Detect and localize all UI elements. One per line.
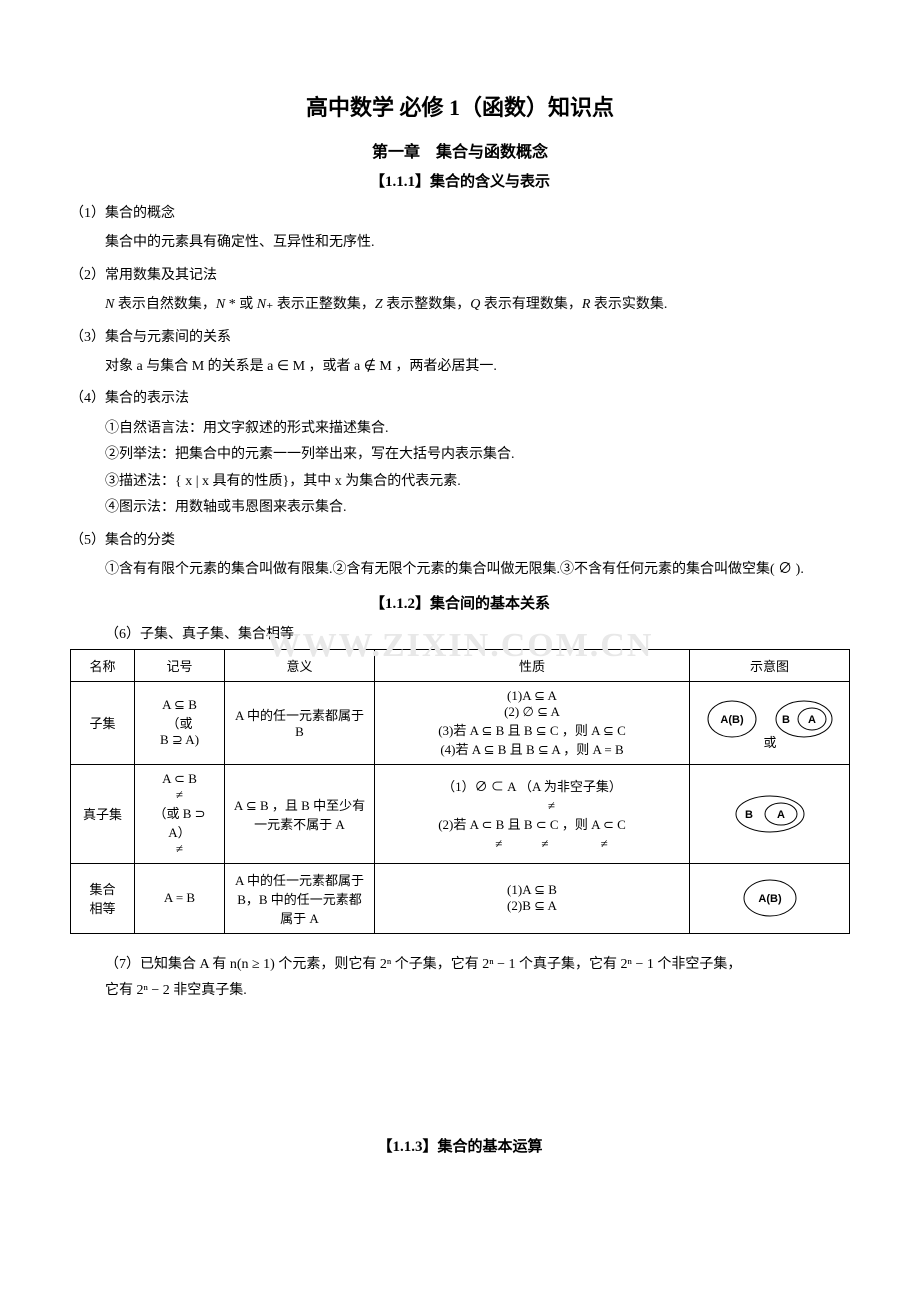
svg-text:B: B <box>782 714 790 726</box>
cell-name: 子集 <box>71 681 135 764</box>
th-meaning: 意义 <box>225 649 375 681</box>
sym-N1: N <box>105 297 114 312</box>
svg-text:B: B <box>745 809 753 821</box>
section-1-1-3: 【1.1.3】集合的基本运算 <box>70 1135 850 1156</box>
cell-props: (1)A ⊆ A(2) ∅ ⊆ A(3)若 A ⊆ B 且 B ⊆ C ，则 A… <box>375 681 690 764</box>
th-symbol: 记号 <box>135 649 225 681</box>
point-4-1: ①自然语言法：用文字叙述的形式来描述集合. <box>105 416 850 443</box>
table-row: 子集A ⊆ B（或B ⊇ A)A 中的任一元素都属于 B(1)A ⊆ A(2) … <box>71 681 850 764</box>
point-7-text: （7）已知集合 A 有 n(n ≥ 1) 个元素，则它有 2ⁿ 个子集，它有 2… <box>105 952 850 979</box>
point-4-2: ②列举法：把集合中的元素一一列举出来，写在大括号内表示集合. <box>105 442 850 469</box>
svg-text:A(B): A(B) <box>758 893 782 905</box>
relations-table: 名称 记号 意义 性质 示意图 子集A ⊆ B（或B ⊇ A)A 中的任一元素都… <box>70 649 850 934</box>
point-3-label: （3）集合与元素间的关系 <box>70 325 850 350</box>
th-name: 名称 <box>71 649 135 681</box>
point-5-text: ①含有有限个元素的集合叫做有限集.②含有无限个元素的集合叫做无限集.③不含有任何… <box>105 557 850 584</box>
point-4-3: ③描述法：{ x | x 具有的性质}，其中 x 为集合的代表元素. <box>105 469 850 496</box>
sym-Z: Z <box>375 297 383 312</box>
cell-meaning: A ⊆ B ，且 B 中至少有一元素不属于 A <box>225 764 375 863</box>
t2e: 表示有理数集， <box>480 297 582 312</box>
point-4-4: ④图示法：用数轴或韦恩图来表示集合. <box>105 495 850 522</box>
table-header-row: 名称 记号 意义 性质 示意图 <box>71 649 850 681</box>
svg-text:A(B): A(B) <box>720 714 744 726</box>
sym-N3: N <box>257 297 266 312</box>
point-1-text: 集合中的元素具有确定性、互异性和无序性. <box>105 230 850 257</box>
t2a: 表示自然数集， <box>114 297 216 312</box>
table-body: 子集A ⊆ B（或B ⊇ A)A 中的任一元素都属于 B(1)A ⊆ A(2) … <box>71 681 850 933</box>
section-1-1-2: 【1.1.2】集合间的基本关系 <box>70 592 850 613</box>
t2c: ₊ 表示正整数集， <box>266 297 375 312</box>
th-diagram: 示意图 <box>690 649 850 681</box>
section-1-1-1: 【1.1.1】集合的含义与表示 <box>70 170 850 191</box>
cell-diagram: B A <box>690 764 850 863</box>
table-row: 真子集A ⊂ B≠（或 B ⊃ A）≠A ⊆ B ，且 B 中至少有一元素不属于… <box>71 764 850 863</box>
cell-props: （1）∅ ⊂ A （A 为非空子集） ≠(2)若 A ⊂ B 且 B ⊂ C ，… <box>375 764 690 863</box>
th-props: 性质 <box>375 649 690 681</box>
doc-title: 高中数学 必修 1（函数）知识点 <box>70 90 850 122</box>
svg-text:A: A <box>777 809 785 821</box>
point-5-label: （5）集合的分类 <box>70 528 850 553</box>
cell-diagram: A(B) <box>690 863 850 933</box>
t2d: 表示整数集， <box>383 297 471 312</box>
cell-meaning: A 中的任一元素都属于 B，B 中的任一元素都属于 A <box>225 863 375 933</box>
cell-name: 集合相等 <box>71 863 135 933</box>
sym-N2: N <box>216 297 225 312</box>
cell-diagram: A(B) B A 或 <box>690 681 850 764</box>
point-2-label: （2）常用数集及其记法 <box>70 263 850 288</box>
t2f: 表示实数集. <box>590 297 667 312</box>
cell-props: (1)A ⊆ B(2)B ⊆ A <box>375 863 690 933</box>
point-7-text2: 它有 2ⁿ − 2 非空真子集. <box>105 978 850 1005</box>
point-1-label: （1）集合的概念 <box>70 201 850 226</box>
sym-Q: Q <box>470 297 480 312</box>
point-3-text: 对象 a 与集合 M 的关系是 a ∈ M ，或者 a ∉ M ，两者必居其一. <box>105 354 850 381</box>
point-4-label: （4）集合的表示法 <box>70 386 850 411</box>
t2b: * 或 <box>225 297 257 312</box>
cell-symbol: A ⊂ B≠（或 B ⊃ A）≠ <box>135 764 225 863</box>
chapter-title: 第一章 集合与函数概念 <box>70 138 850 162</box>
cell-symbol: A = B <box>135 863 225 933</box>
point-6-label: （6）子集、真子集、集合相等 <box>105 623 850 643</box>
svg-text:A: A <box>808 714 816 726</box>
point-2-text: N 表示自然数集，N * 或 N₊ 表示正整数集，Z 表示整数集，Q 表示有理数… <box>105 292 850 319</box>
cell-symbol: A ⊆ B（或B ⊇ A) <box>135 681 225 764</box>
cell-name: 真子集 <box>71 764 135 863</box>
cell-meaning: A 中的任一元素都属于 B <box>225 681 375 764</box>
svg-text:或: 或 <box>763 735 776 750</box>
table-row: 集合相等A = BA 中的任一元素都属于 B，B 中的任一元素都属于 A(1)A… <box>71 863 850 933</box>
